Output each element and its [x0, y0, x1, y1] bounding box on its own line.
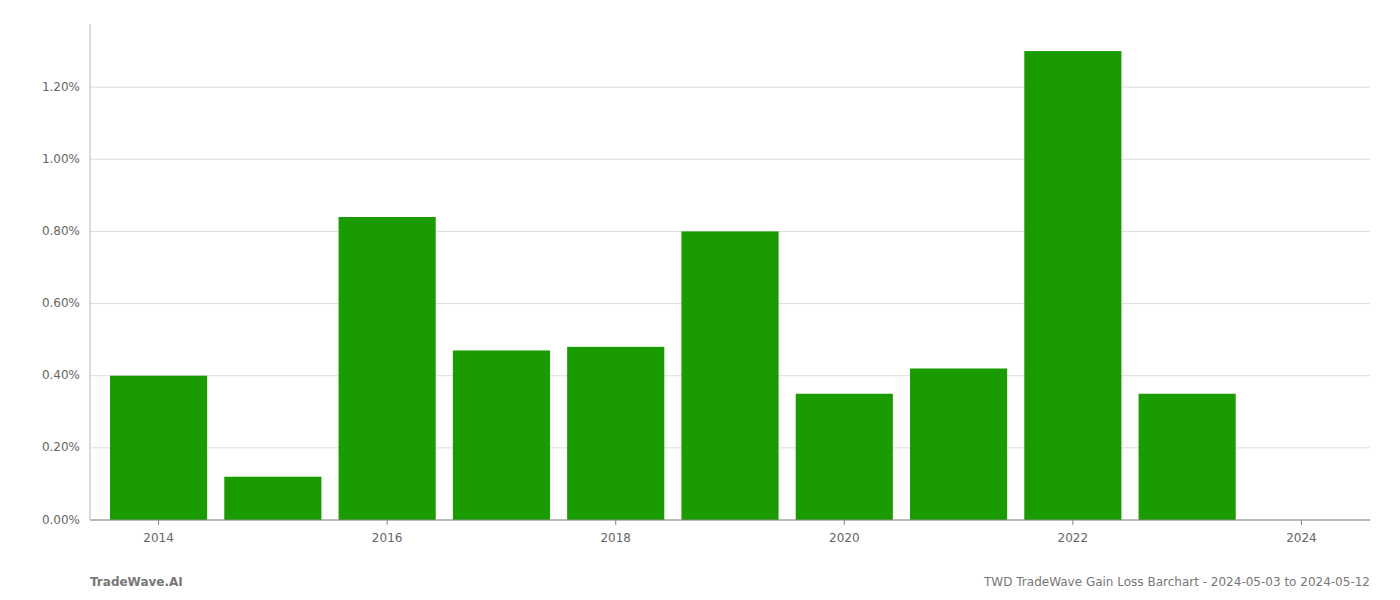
- y-tick-label: 0.40%: [42, 368, 80, 382]
- bars: [110, 51, 1236, 520]
- x-tick-label: 2014: [143, 531, 174, 545]
- grid-line: [90, 159, 1370, 160]
- bar: [110, 376, 207, 520]
- bar: [1139, 394, 1236, 520]
- x-tick-label: 2016: [372, 531, 403, 545]
- y-tick-label: 0.60%: [42, 296, 80, 310]
- x-tick-label: 2022: [1058, 531, 1089, 545]
- footer-left: TradeWave.AI: [90, 575, 183, 589]
- x-tick: [844, 520, 845, 525]
- bar: [796, 394, 893, 520]
- y-tick-labels: 0.00% 0.20% 0.40% 0.60% 0.80% 1.00% 1.20%: [42, 80, 80, 527]
- bar: [453, 350, 550, 520]
- page: {"chart_data": {"type": "bar", "x": [201…: [0, 0, 1400, 600]
- x-axis-line: [90, 520, 1370, 521]
- y-grid: [90, 87, 1370, 520]
- x-tick: [1072, 520, 1073, 525]
- bar: [567, 347, 664, 520]
- y-tick-label: 1.20%: [42, 80, 80, 94]
- y-tick-label: 0.80%: [42, 224, 80, 238]
- x-tick: [615, 520, 616, 525]
- x-tick: [1301, 520, 1302, 525]
- bar: [1024, 51, 1121, 520]
- bar: [339, 217, 436, 520]
- grid-line: [90, 87, 1370, 88]
- x-tick-label: 2024: [1286, 531, 1317, 545]
- y-tick-label: 1.00%: [42, 152, 80, 166]
- x-tick-label: 2018: [600, 531, 631, 545]
- x-tick: [387, 520, 388, 525]
- x-tick-label: 2020: [829, 531, 860, 545]
- y-tick-label: 0.00%: [42, 513, 80, 527]
- y-axis-line: [90, 24, 91, 520]
- chart-container: 0.00%0.20%0.40%0.60%0.80%1.00%1.20%20142…: [0, 0, 1400, 600]
- x-tick: [158, 520, 159, 525]
- grid-line: [90, 520, 1370, 521]
- y-tick-label: 0.20%: [42, 440, 80, 454]
- bar: [224, 477, 321, 520]
- footer-right: TWD TradeWave Gain Loss Barchart - 2024-…: [983, 575, 1370, 589]
- bar: [910, 368, 1007, 520]
- x-ticks: 2014 2016 2018 2020 2022 2024: [143, 520, 1316, 545]
- bar: [681, 231, 778, 520]
- chart: 0.00%0.20%0.40%0.60%0.80%1.00%1.20%20142…: [0, 0, 1400, 600]
